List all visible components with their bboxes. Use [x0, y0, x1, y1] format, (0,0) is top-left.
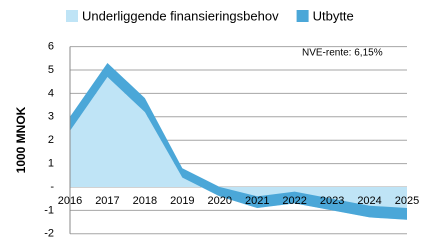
area	[70, 62, 407, 220]
y-tick-label: 5	[48, 64, 54, 76]
x-tick-label: 2025	[395, 195, 419, 207]
legend-label: Underliggende finansieringsbehov	[82, 8, 279, 23]
legend-label: Utbytte	[313, 8, 354, 23]
x-tick-label: 2024	[357, 195, 381, 207]
y-tick-label: -	[50, 181, 54, 193]
y-tick-label: 2	[48, 134, 54, 146]
y-tick-label: 6	[48, 41, 54, 53]
y-axis-label: 1000 MNOK	[14, 106, 28, 173]
area	[70, 77, 407, 220]
x-tick-label: 2017	[95, 195, 119, 207]
x-tick-label: 2018	[133, 195, 157, 207]
x-tick-label: 2021	[245, 195, 269, 207]
x-tick-label: 2022	[282, 195, 306, 207]
y-tick-label: -2	[44, 228, 54, 240]
x-tick-label: 2023	[320, 195, 344, 207]
y-tick-label: -1	[44, 204, 54, 216]
y-tick-label: 1	[48, 158, 54, 170]
y-tick-label: 4	[48, 87, 54, 99]
x-tick-label: 2019	[170, 195, 194, 207]
legend-swatch	[66, 10, 78, 22]
x-tick-label: 2016	[58, 195, 82, 207]
annotation: NVE-rente: 6,15%	[302, 48, 383, 59]
x-tick-label: 2020	[208, 195, 232, 207]
legend-swatch	[296, 10, 309, 22]
y-tick-label: 3	[48, 111, 54, 123]
